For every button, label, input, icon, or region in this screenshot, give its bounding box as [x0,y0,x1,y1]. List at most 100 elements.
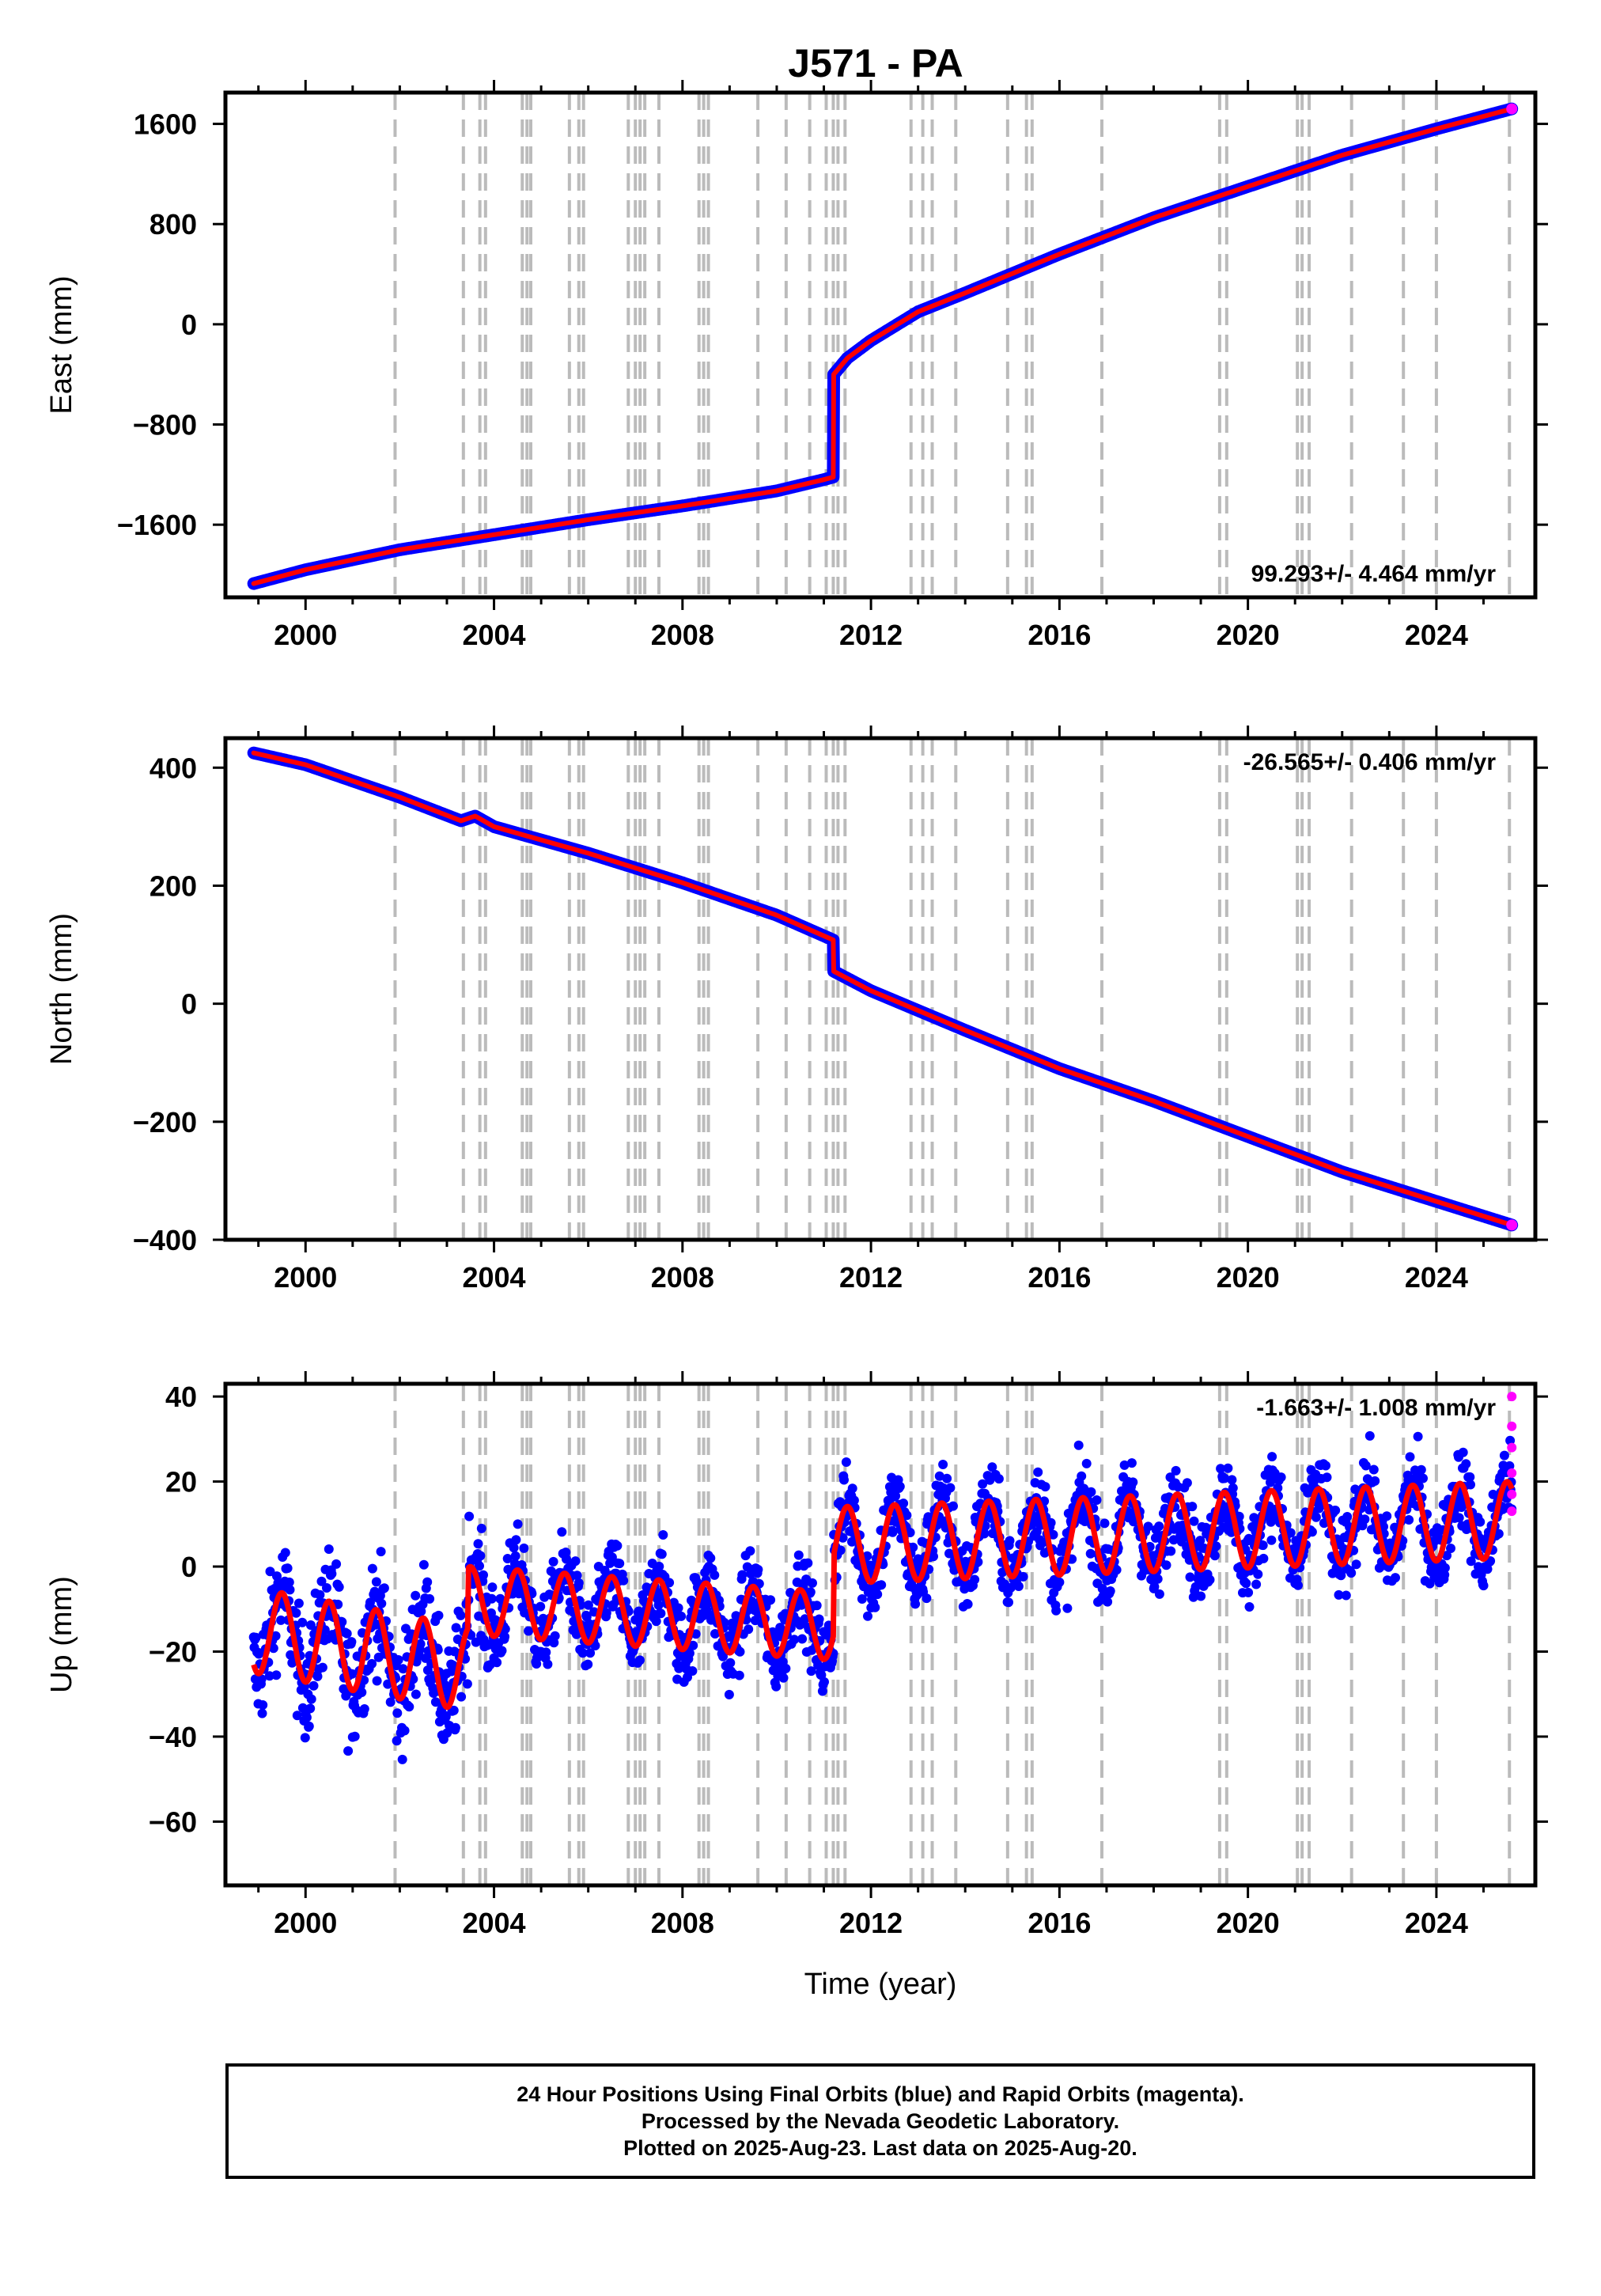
y-axis-label: North (mm) [45,913,78,1065]
data-point [1458,1447,1468,1457]
x-tick-label: 2024 [1405,1907,1468,1939]
data-point [781,1663,791,1673]
data-point [393,1655,403,1665]
velocity-rate-label: -1.663+/- 1.008 mm/yr [1256,1395,1496,1421]
data-point [1321,1461,1330,1471]
velocity-rate-label: 99.293+/- 4.464 mm/yr [1251,561,1497,587]
data-point [899,1498,909,1509]
data-point [908,1542,918,1552]
data-point [385,1697,396,1707]
data-point [570,1556,581,1567]
data-point [268,1643,278,1654]
data-point [562,1554,571,1564]
plot-frame [223,90,1538,600]
data-point [397,1754,407,1764]
data-point [987,1462,997,1472]
data-point [1360,1514,1370,1525]
rapid-orbit-point [1507,1442,1517,1453]
data-point [1341,1590,1351,1601]
data-point [350,1731,360,1741]
data-point [379,1583,389,1593]
footer-line-3: Plotted on 2025-Aug-23. Last data on 202… [623,2136,1137,2160]
data-point [753,1564,763,1574]
data-point [1404,1515,1414,1525]
data-point [1128,1477,1138,1487]
data-point [441,1711,451,1722]
data-point [1334,1589,1344,1600]
data-point [1234,1511,1244,1521]
data-point [500,1631,510,1642]
model-fit-line [251,1479,1515,1711]
data-point [1454,1513,1464,1523]
data-point [1351,1559,1361,1570]
data-point [550,1631,560,1641]
data-point [945,1483,956,1493]
data-point [583,1600,593,1610]
data-point [1266,1535,1277,1545]
data-point [808,1578,817,1588]
data-point [1086,1487,1096,1497]
data-point [673,1603,683,1613]
data-point [297,1617,308,1627]
data-point [1416,1464,1426,1475]
x-tick-label: 2016 [1028,1261,1091,1294]
data-point [1285,1528,1296,1538]
data-point [1243,1587,1254,1597]
data-point [612,1540,623,1551]
data-point [687,1666,698,1676]
data-point [1475,1517,1486,1527]
data-point [450,1722,460,1733]
data-point [1171,1465,1181,1476]
data-point [895,1481,905,1491]
y-tick-label: −20 [149,1635,197,1668]
footer-line-1: 24 Hour Positions Using Final Orbits (bl… [517,2082,1244,2106]
data-point [1466,1556,1476,1567]
data-point [305,1703,316,1714]
data-point [876,1580,887,1590]
data-point [1154,1521,1164,1532]
y-tick-label: 20 [165,1466,197,1498]
data-point [492,1658,502,1668]
y-tick-label: −1600 [117,509,197,541]
data-point [572,1570,582,1581]
x-tick-label: 2000 [274,619,337,651]
data-point [371,1619,381,1629]
data-point [658,1530,668,1540]
data-point [1054,1577,1065,1587]
y-tick-label: 0 [181,309,197,341]
data-point [392,1736,402,1746]
data-point [359,1704,369,1714]
data-point [456,1692,467,1702]
data-point [464,1511,475,1521]
data-point [479,1570,488,1580]
data-point [293,1598,304,1608]
x-tick-label: 2024 [1405,619,1468,651]
data-point [891,1491,901,1501]
data-point [322,1583,331,1593]
data-point [1413,1431,1423,1442]
data-point [615,1559,625,1569]
data-point [1342,1512,1353,1521]
data-point [1258,1540,1268,1551]
data-point [870,1602,880,1612]
data-point [346,1637,357,1647]
data-point [456,1610,466,1620]
data-point [1330,1506,1341,1515]
data-point [1258,1553,1269,1563]
rapid-orbit-point [1506,1219,1518,1231]
data-point [256,1674,267,1684]
y-tick-label: −200 [133,1106,197,1139]
data-point [619,1575,629,1586]
x-tick-label: 2020 [1217,619,1280,651]
data-point [657,1549,667,1559]
data-point [814,1614,824,1624]
data-point [442,1728,452,1738]
data-point [1499,1450,1509,1461]
data-point [888,1527,898,1537]
data-point [1143,1521,1153,1532]
data-point [938,1460,948,1469]
data-point [372,1676,382,1686]
data-point [735,1646,745,1657]
footer-line-2: Processed by the Nevada Geodetic Laborat… [641,2109,1120,2133]
